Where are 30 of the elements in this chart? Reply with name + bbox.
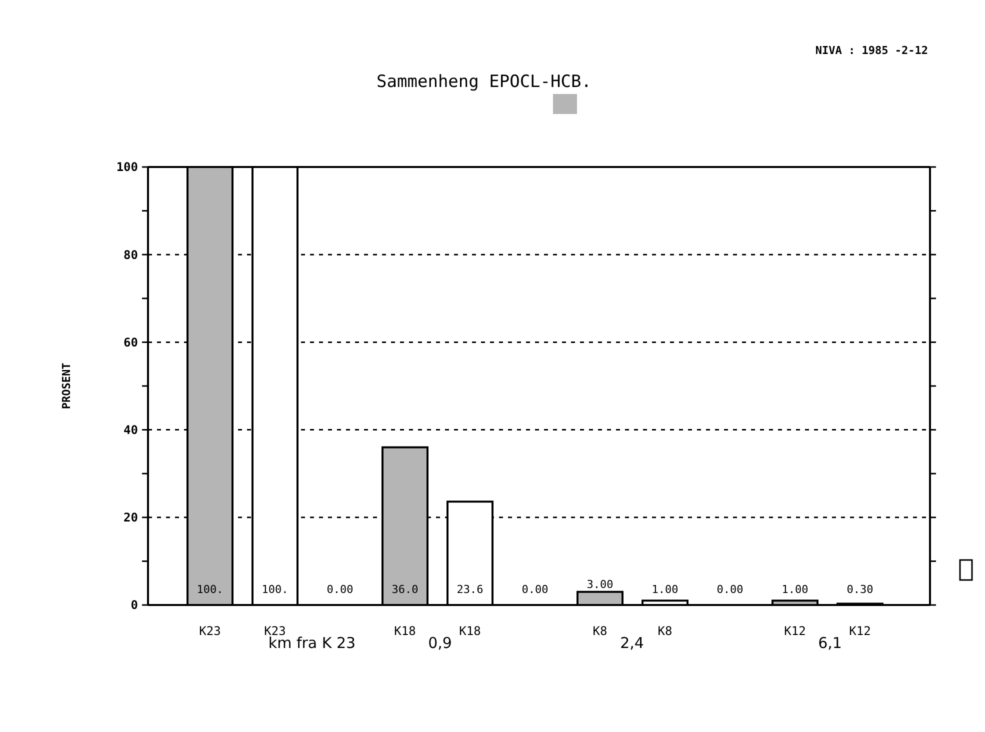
- x-tick-label: K23: [199, 624, 221, 638]
- text: NIVA : 1985 -2-12: [815, 44, 928, 57]
- data-label: 0.30: [846, 583, 874, 596]
- x-tick-label: K12: [849, 624, 871, 638]
- text: 0,9: [428, 634, 452, 652]
- chart-title: Sammenheng EPOCL-HCB.: [376, 72, 592, 92]
- data-label: 36.0: [392, 583, 418, 596]
- text: 6,1: [818, 634, 842, 652]
- data-label: 23.6: [456, 583, 484, 596]
- y-tick-label: 40: [124, 423, 138, 437]
- x-tick-label: K12: [784, 624, 806, 638]
- y-tick-label: 100: [116, 160, 138, 174]
- x-tick-label: K18: [394, 624, 416, 638]
- y-tick-label: 20: [124, 510, 138, 525]
- data-label: 0.00: [326, 583, 354, 596]
- y-tick-label: 60: [124, 335, 138, 350]
- data-label: 3.00: [586, 578, 614, 591]
- x-tick-label: K18: [459, 624, 481, 638]
- data-label: 0.00: [522, 583, 548, 596]
- y-axis-title: PROSENT: [60, 362, 73, 410]
- data-label: 0.00: [716, 583, 744, 596]
- text: 2,4: [620, 634, 644, 652]
- data-label: 100.: [262, 583, 288, 596]
- x-tick-label: K8: [592, 624, 608, 638]
- y-tick-label: 80: [124, 248, 138, 262]
- x-tick-label: K8: [658, 624, 672, 638]
- data-label: 1.00: [782, 583, 808, 596]
- data-label: 100.: [196, 583, 224, 596]
- data-label: 1.00: [652, 583, 678, 596]
- y-tick-label: 0: [130, 598, 138, 612]
